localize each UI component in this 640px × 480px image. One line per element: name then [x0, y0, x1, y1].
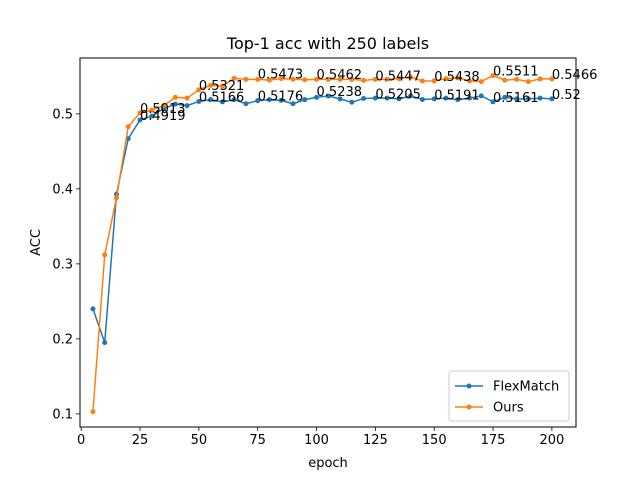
x-tick-label: 150 [422, 433, 447, 448]
data-point-flexmatch [102, 340, 107, 345]
x-tick-label: 175 [481, 433, 506, 448]
data-annotation: 0.5447 [375, 69, 421, 84]
data-annotation: 0.5191 [434, 89, 480, 104]
data-annotation: 0.5176 [258, 90, 304, 105]
data-annotation: 0.5466 [552, 68, 598, 83]
legend-flexmatch-marker [467, 384, 472, 389]
y-tick-label: 0.3 [52, 257, 73, 272]
x-tick-label: 25 [132, 433, 149, 448]
data-annotation: 0.5438 [434, 70, 480, 85]
y-tick-label: 0.5 [52, 107, 73, 122]
data-point-ours [102, 252, 107, 257]
legend-ours-marker [467, 405, 472, 410]
data-point-flexmatch [349, 100, 354, 105]
x-tick-label: 200 [539, 433, 564, 448]
data-point-flexmatch [90, 306, 95, 311]
x-tick-label: 50 [191, 433, 208, 448]
data-annotation: 0.5161 [493, 91, 539, 106]
legend: FlexMatch Ours [449, 371, 569, 421]
data-point-ours [126, 124, 131, 129]
x-axis-label: epoch [308, 456, 348, 471]
data-annotation: 0.5511 [493, 65, 539, 80]
data-annotation: 0.5166 [199, 90, 245, 105]
y-tick-label: 0.1 [52, 407, 73, 422]
x-tick-label: 75 [249, 433, 266, 448]
x-tick-label: 100 [304, 433, 329, 448]
data-annotation: 0.5462 [317, 68, 363, 83]
data-annotation: 0.5473 [258, 67, 304, 82]
legend-ours-label: Ours [493, 401, 524, 416]
y-tick-label: 0.2 [52, 332, 73, 347]
legend-flexmatch-label: FlexMatch [493, 380, 559, 395]
data-annotation: 0.5205 [375, 88, 421, 103]
data-point-ours [526, 79, 531, 84]
x-tick-label: 125 [363, 433, 388, 448]
x-tick-label: 0 [77, 433, 85, 448]
data-point-ours [185, 96, 190, 101]
chart-title: Top-1 acc with 250 labels [226, 34, 429, 53]
y-tick-label: 0.4 [52, 182, 73, 197]
data-point-ours [114, 195, 119, 200]
y-axis-label: ACC [29, 229, 44, 256]
data-point-ours [90, 409, 95, 414]
data-annotation: 0.4919 [140, 109, 186, 124]
data-annotation: 0.5238 [317, 85, 363, 100]
data-point-ours [173, 95, 178, 100]
